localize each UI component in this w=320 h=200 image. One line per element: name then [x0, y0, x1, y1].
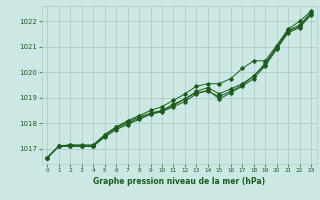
X-axis label: Graphe pression niveau de la mer (hPa): Graphe pression niveau de la mer (hPa)	[93, 177, 265, 186]
